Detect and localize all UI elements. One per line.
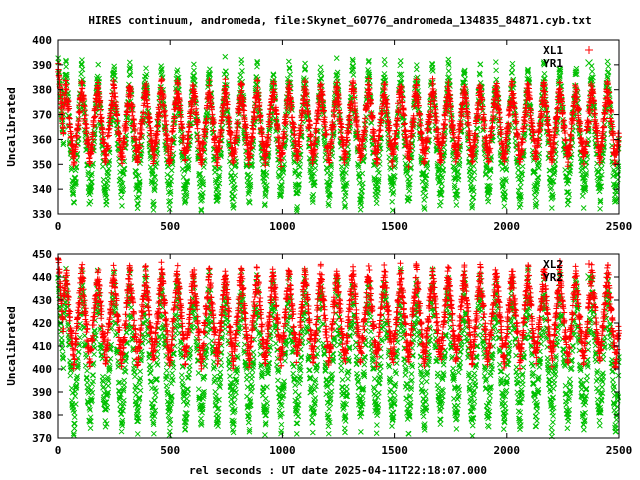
legend-marker-yr2 xyxy=(585,273,593,281)
x-tick-label: 0 xyxy=(55,444,62,457)
x-tick-label: 0 xyxy=(55,220,62,233)
y-tick-label: 370 xyxy=(32,109,52,122)
legend-marker-xl1 xyxy=(585,46,593,54)
y-tick-label: 390 xyxy=(32,59,52,72)
plot-bottom-data xyxy=(55,255,622,440)
x-tick-label: 2000 xyxy=(494,220,521,233)
legend-label-xl1: XL1 xyxy=(543,44,563,57)
x-tick-label: 2500 xyxy=(606,444,633,457)
y-tick-label: 370 xyxy=(32,432,52,445)
y-tick-label: 380 xyxy=(32,409,52,422)
legend-marker-xl2 xyxy=(585,260,593,268)
y-tick-label: 400 xyxy=(32,363,52,376)
plot-bottom: 0 500 1000 1500 2000 2500 370 380 390 400 410 420 43… xyxy=(5,248,632,457)
y-tick-label: 360 xyxy=(32,133,52,146)
chart-title: HIRES continuum, andromeda, file:Skynet_… xyxy=(88,14,591,27)
plot-top: 0 500 1000 1500 2000 2500 330 340 350 360 370 380 39… xyxy=(5,34,632,233)
y-axis-label-top: Uncalibrated xyxy=(5,87,18,166)
x-tick-label: 1500 xyxy=(381,444,408,457)
series-xl2 xyxy=(55,255,622,372)
y-axis-label-bottom: Uncalibrated xyxy=(5,306,18,385)
legend-label-yr2: YR2 xyxy=(543,271,563,284)
x-tick-label: 2000 xyxy=(494,444,521,457)
x-tick-label: 500 xyxy=(160,220,180,233)
y-tick-label: 420 xyxy=(32,317,52,330)
y-tick-label: 410 xyxy=(32,340,52,353)
y-tick-label: 350 xyxy=(32,158,52,171)
x-tick-label: 1500 xyxy=(381,220,408,233)
series-xl2-points xyxy=(55,255,622,372)
y-tick-label: 440 xyxy=(32,271,52,284)
y-tick-label: 390 xyxy=(32,386,52,399)
y-tick-label: 430 xyxy=(32,294,52,307)
y-tick-label: 450 xyxy=(32,248,52,261)
legend-marker-yr1 xyxy=(585,59,593,67)
plot-top-data xyxy=(55,53,622,215)
legend-label-xl2: XL2 xyxy=(543,258,563,271)
legend-label-yr1: YR1 xyxy=(543,57,563,70)
x-tick-label: 1000 xyxy=(269,444,296,457)
y-tick-label: 340 xyxy=(32,183,52,196)
x-tick-label: 500 xyxy=(160,444,180,457)
x-tick-label: 2500 xyxy=(606,220,633,233)
x-tick-label: 1000 xyxy=(269,220,296,233)
plot-top-frame xyxy=(57,39,620,215)
y-tick-label: 330 xyxy=(32,208,52,221)
y-tick-label: 380 xyxy=(32,84,52,97)
y-tick-label: 400 xyxy=(32,34,52,47)
x-axis-label: rel seconds : UT date 2025-04-11T22:18:0… xyxy=(189,464,487,477)
